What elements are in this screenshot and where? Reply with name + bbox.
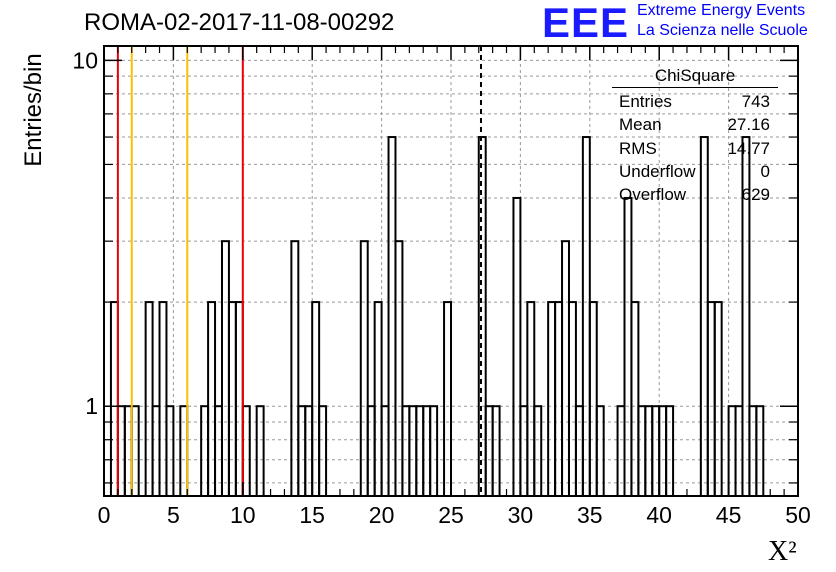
logo-line-1: Extreme Energy Events <box>637 2 806 19</box>
histogram-bin <box>359 240 369 497</box>
histogram-bin <box>554 301 564 497</box>
stats-row-overflow: Overflow 629 <box>612 183 778 206</box>
histogram-bin <box>144 301 154 497</box>
histogram-bin <box>581 136 591 497</box>
stats-value: 14.77 <box>727 138 770 158</box>
histogram-bin <box>561 240 570 497</box>
x-tick-label: 25 <box>438 502 464 528</box>
histogram-bin <box>290 240 300 497</box>
histogram-bin <box>706 301 716 497</box>
histogram-bin <box>567 301 577 497</box>
histogram-bin <box>207 301 217 497</box>
histogram-bin <box>387 136 397 497</box>
eee-logo: EEE <box>542 0 630 46</box>
stats-label: RMS <box>619 138 657 158</box>
grid-lines <box>104 46 798 496</box>
histogram-bin <box>443 301 452 497</box>
stats-box: ChiSquare Entries 743 Mean 27.16 RMS 14.… <box>612 66 778 206</box>
histogram-bin <box>623 196 633 497</box>
stats-value: 0 <box>760 161 770 181</box>
chart-title: ROMA-02-2017-11-08-00292 <box>84 9 395 36</box>
y-tick-label: 1 <box>85 393 98 419</box>
x-tick-label: 10 <box>230 502 256 528</box>
x-tick-label: 35 <box>577 502 603 528</box>
stats-value: 629 <box>741 185 770 205</box>
x-tick-label: 5 <box>167 502 180 528</box>
x-tick-label: 30 <box>508 502 534 528</box>
histogram-bin <box>394 240 404 497</box>
histogram-bin <box>158 301 168 497</box>
stats-value: 743 <box>741 92 770 111</box>
histogram-bin <box>512 196 522 497</box>
stats-value: 27.16 <box>727 115 770 135</box>
stats-label: Underflow <box>619 161 696 181</box>
x-axis-label: X² <box>768 536 797 567</box>
stats-row-underflow: Underflow 0 <box>612 160 778 183</box>
histogram-bin <box>630 301 640 497</box>
stats-title: ChiSquare <box>612 66 778 88</box>
histogram-bin <box>220 240 230 497</box>
stats-label: Mean <box>619 115 662 135</box>
histogram-bin <box>311 301 321 497</box>
reference-lines <box>116 46 482 496</box>
stats-label: Overflow <box>619 185 687 205</box>
stats-row-entries: Entries 743 <box>612 90 778 113</box>
x-tick-label: 0 <box>98 502 111 528</box>
x-tick-label: 50 <box>785 502 811 528</box>
stats-label: Entries <box>619 92 672 111</box>
x-tick-label: 45 <box>716 502 742 528</box>
histogram-bin <box>526 301 536 497</box>
histogram-bin <box>588 301 598 497</box>
histogram-bin <box>477 136 487 497</box>
x-tick-label: 40 <box>646 502 672 528</box>
y-tick-label: 10 <box>72 47 98 73</box>
histogram-bin <box>547 301 557 497</box>
y-axis-label: Entries/bin <box>20 53 47 167</box>
histogram-bin <box>234 301 244 497</box>
x-tick-label: 20 <box>369 502 395 528</box>
stats-row-mean: Mean 27.16 <box>612 113 778 136</box>
histogram-bin <box>227 301 237 497</box>
tick-labels: 0 5 10 15 20 25 30 35 40 45 50 1 10 <box>72 47 810 528</box>
x-tick-label: 15 <box>299 502 325 528</box>
histogram-bin <box>109 301 119 497</box>
axis-ticks <box>103 46 799 496</box>
histogram-bin <box>373 301 383 497</box>
histogram-bin <box>713 301 723 497</box>
logo-line-2: La Scienza nelle Scuole <box>637 22 808 39</box>
stats-row-rms: RMS 14.77 <box>612 137 778 160</box>
